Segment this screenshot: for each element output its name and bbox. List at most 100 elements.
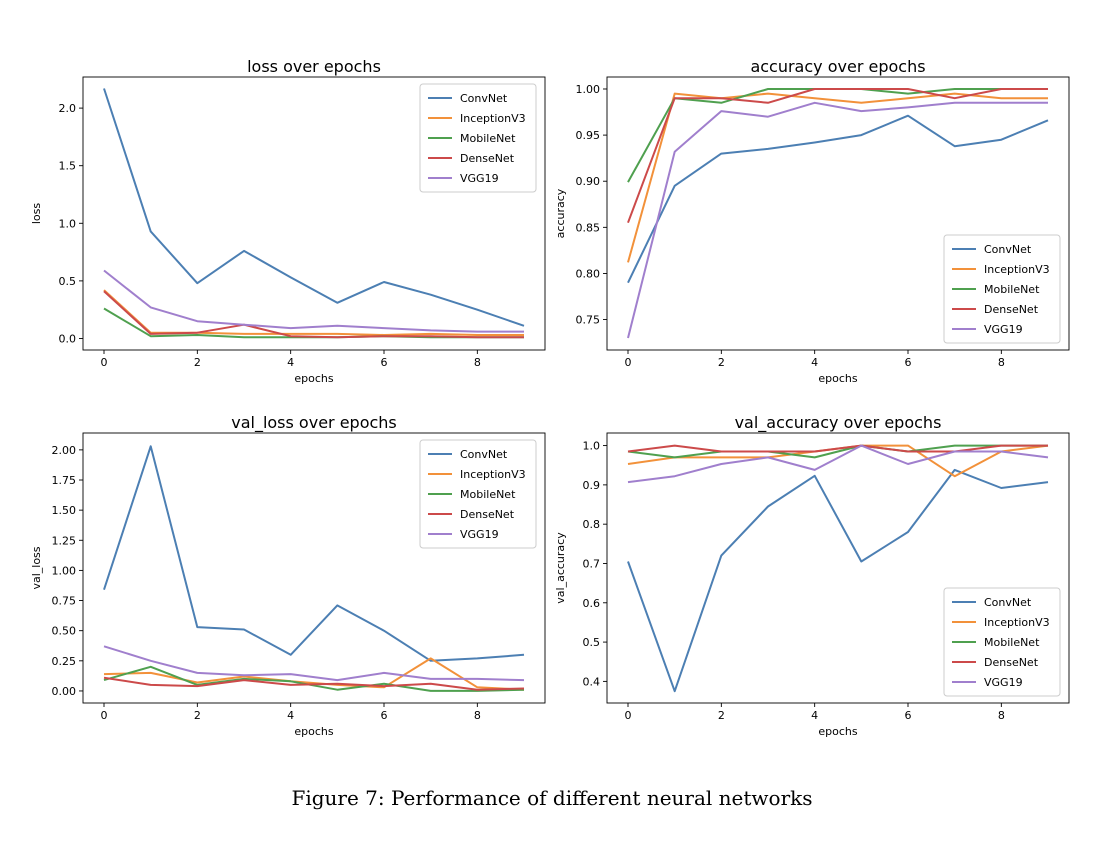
- y-tick-label: 2.00: [52, 444, 77, 457]
- x-axis-label: epochs: [294, 372, 333, 385]
- plot-frame: [606, 76, 1070, 351]
- series-line-convnet: [627, 468, 1049, 693]
- y-tick-label: 0.8: [583, 518, 601, 531]
- legend: ConvNet InceptionV3 MobileNet DenseNet VGG19: [943, 587, 1061, 697]
- legend: ConvNet InceptionV3 MobileNet DenseNet VGG19: [943, 234, 1061, 344]
- plot-frame: [606, 432, 1070, 704]
- legend-label: ConvNet: [460, 448, 508, 461]
- x-tick-label: 4: [811, 709, 818, 722]
- series-line-vgg19: [103, 269, 524, 333]
- x-tick-label: 8: [998, 356, 1005, 369]
- chart-title: accuracy over epochs: [750, 57, 925, 76]
- x-tick-label: 8: [474, 356, 481, 369]
- plot-frame: [82, 432, 546, 704]
- x-tick-label: 8: [998, 709, 1005, 722]
- figure-caption: Figure 7: Performance of different neura…: [291, 786, 813, 810]
- legend-label: MobileNet: [984, 283, 1040, 296]
- series-line-densenet: [627, 88, 1048, 224]
- chart-4: val_accuracy over epochs 0 2 4 6 8 0.4 0.5 0.6 0.…: [554, 413, 1070, 738]
- chart-2: accuracy over epochs 0 2 4 6 8 0.75 0.80 0.85 0.9…: [554, 57, 1070, 385]
- legend-box: [943, 587, 1061, 697]
- legend-label: VGG19: [460, 172, 499, 185]
- series-line-inceptionv3: [627, 92, 1048, 263]
- legend-label: DenseNet: [984, 656, 1039, 669]
- x-tick-label: 0: [625, 709, 632, 722]
- series-line-vgg19: [627, 444, 1049, 484]
- legend-label: VGG19: [460, 528, 499, 541]
- x-tick-label: 0: [101, 356, 108, 369]
- y-tick-label: 1.0: [583, 440, 601, 453]
- legend-label: ConvNet: [984, 243, 1032, 256]
- y-tick-label: 0.85: [576, 221, 601, 234]
- plot-frame: [82, 76, 546, 351]
- y-tick-label: 0.6: [583, 597, 601, 610]
- y-tick-label: 0.0: [59, 332, 77, 345]
- x-tick-label: 6: [905, 356, 912, 369]
- x-tick-label: 2: [194, 356, 201, 369]
- x-tick-label: 2: [718, 356, 725, 369]
- legend-box: [419, 439, 537, 549]
- y-axis-label: val_loss: [30, 546, 43, 589]
- x-tick-label: 0: [625, 356, 632, 369]
- legend-label: MobileNet: [460, 132, 516, 145]
- y-tick-label: 1.0: [59, 217, 77, 230]
- series-line-vgg19: [627, 101, 1048, 339]
- legend-label: VGG19: [984, 676, 1023, 689]
- series-line-densenet: [103, 676, 525, 691]
- y-tick-label: 0.00: [52, 685, 77, 698]
- chart-title: val_loss over epochs: [231, 413, 397, 433]
- x-axis-label: epochs: [294, 725, 333, 738]
- series-line-densenet: [103, 290, 524, 339]
- y-tick-label: 0.4: [583, 675, 601, 688]
- legend: ConvNet InceptionV3 MobileNet DenseNet VGG19: [419, 439, 537, 549]
- legend-label: VGG19: [984, 323, 1023, 336]
- y-tick-label: 0.80: [576, 267, 601, 280]
- legend-label: ConvNet: [984, 596, 1032, 609]
- legend-label: MobileNet: [460, 488, 516, 501]
- x-tick-label: 4: [287, 356, 294, 369]
- legend-label: DenseNet: [984, 303, 1039, 316]
- y-tick-label: 0.50: [52, 625, 77, 638]
- x-tick-label: 4: [811, 356, 818, 369]
- y-axis-label: val_accuracy: [554, 532, 567, 604]
- series-line-mobilenet: [103, 665, 525, 692]
- series-line-convnet: [103, 88, 525, 327]
- x-tick-label: 6: [381, 709, 388, 722]
- legend-label: InceptionV3: [984, 263, 1050, 276]
- y-tick-label: 1.25: [52, 534, 77, 547]
- y-axis-label: accuracy: [554, 188, 567, 238]
- legend-label: DenseNet: [460, 508, 515, 521]
- y-tick-label: 2.0: [59, 102, 77, 115]
- y-tick-label: 1.75: [52, 474, 77, 487]
- y-tick-label: 1.00: [576, 83, 601, 96]
- legend-box: [419, 83, 537, 193]
- x-axis-label: epochs: [818, 372, 857, 385]
- x-tick-label: 0: [101, 709, 108, 722]
- y-axis-label: loss: [30, 203, 43, 225]
- x-axis-label: epochs: [818, 725, 857, 738]
- figure-grid: loss over epochs 0 2 4 6 8 0.0 0.5 1.0 1.5 2.0 epoc…: [30, 57, 1070, 738]
- y-tick-label: 0.90: [576, 175, 601, 188]
- y-tick-label: 0.7: [583, 557, 601, 570]
- y-tick-label: 0.5: [59, 275, 77, 288]
- legend-box: [943, 234, 1061, 344]
- legend: ConvNet InceptionV3 MobileNet DenseNet VGG19: [419, 83, 537, 193]
- legend-label: ConvNet: [460, 92, 508, 105]
- legend-label: DenseNet: [460, 152, 515, 165]
- y-tick-label: 0.9: [583, 479, 601, 492]
- x-tick-label: 4: [287, 709, 294, 722]
- series-line-convnet: [627, 114, 1049, 284]
- series-line-inceptionv3: [103, 657, 525, 691]
- y-tick-label: 1.5: [59, 160, 77, 173]
- series-line-convnet: [103, 445, 525, 662]
- chart-3: val_loss over epochs 0 2 4 6 8 0.00 0.25 0.50 0.7…: [30, 413, 546, 738]
- series-line-mobilenet: [627, 444, 1048, 459]
- legend-label: InceptionV3: [984, 616, 1050, 629]
- x-tick-label: 6: [905, 709, 912, 722]
- legend-label: InceptionV3: [460, 112, 526, 125]
- series-line-densenet: [627, 444, 1048, 453]
- y-tick-label: 0.95: [576, 129, 601, 142]
- y-tick-label: 0.5: [583, 636, 601, 649]
- y-tick-label: 0.75: [576, 314, 601, 327]
- y-tick-label: 0.25: [52, 655, 77, 668]
